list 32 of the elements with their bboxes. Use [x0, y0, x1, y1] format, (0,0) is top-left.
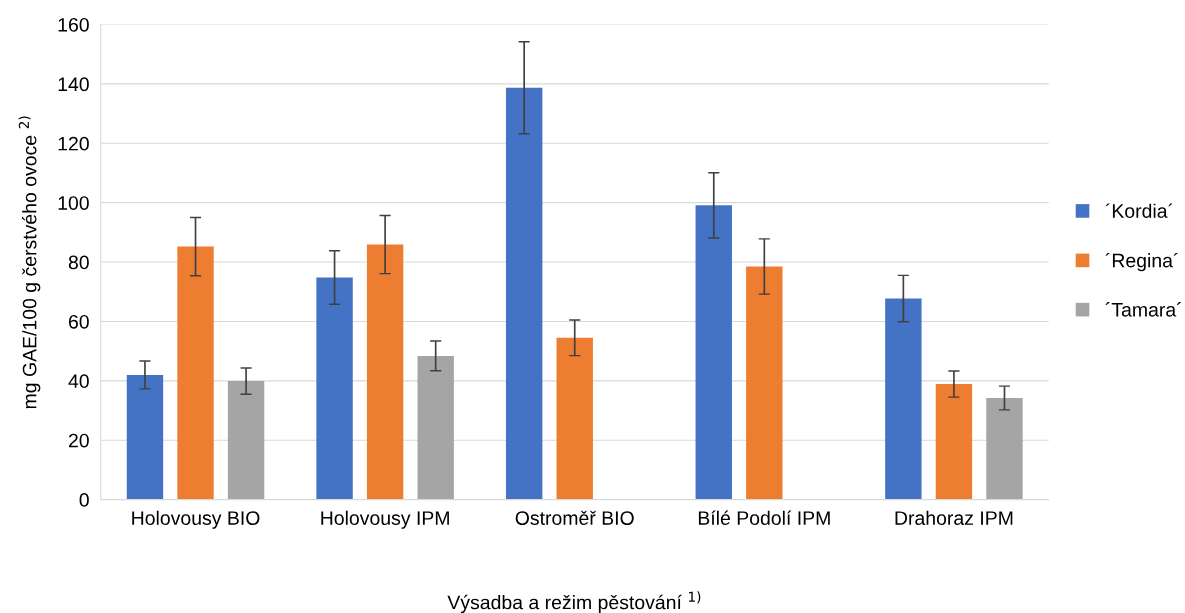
x-axis-title: Výsadba a režim pěstování $^{1)}$ — [447, 591, 701, 613]
bar — [556, 337, 593, 500]
bar — [227, 381, 265, 500]
x-tick-label: Holovousy IPM — [321, 510, 449, 529]
x-tick-label: Ostroměř BIO — [515, 510, 634, 525]
bar — [366, 244, 404, 500]
x-tick-label: Bílé Podolí IPM — [698, 510, 830, 525]
bar — [885, 298, 922, 500]
bar — [986, 398, 1023, 500]
y-tick-label: 120 — [58, 136, 89, 151]
y-tick-label: 160 — [58, 17, 89, 32]
bar — [177, 246, 214, 500]
bar — [316, 277, 353, 500]
bar — [417, 355, 454, 500]
legend-label: ´Tamara´ — [1105, 302, 1181, 317]
bar — [505, 87, 543, 500]
bar — [126, 374, 164, 500]
y-tick-label: 140 — [58, 77, 89, 92]
y-axis-title: mg GAE/100 g čerstvého ovoce $^{2)}$ — [18, 116, 41, 409]
y-tick-label: 40 — [68, 374, 89, 389]
y-tick-label: 80 — [68, 255, 89, 270]
y-tick-label: 0 — [79, 493, 89, 507]
bar — [935, 384, 973, 500]
y-tick-label: 20 — [68, 433, 89, 448]
x-tick-label: Drahoraz IPM — [895, 510, 1013, 525]
legend-label: ´Kordia´ — [1105, 203, 1173, 218]
x-tick-label: Holovousy BIO — [132, 510, 260, 529]
legend-label: ´Regina´ — [1105, 252, 1178, 272]
y-tick-label: 60 — [68, 314, 89, 329]
bar — [746, 266, 783, 500]
y-tick-label: 100 — [58, 196, 89, 210]
bar — [695, 205, 732, 500]
